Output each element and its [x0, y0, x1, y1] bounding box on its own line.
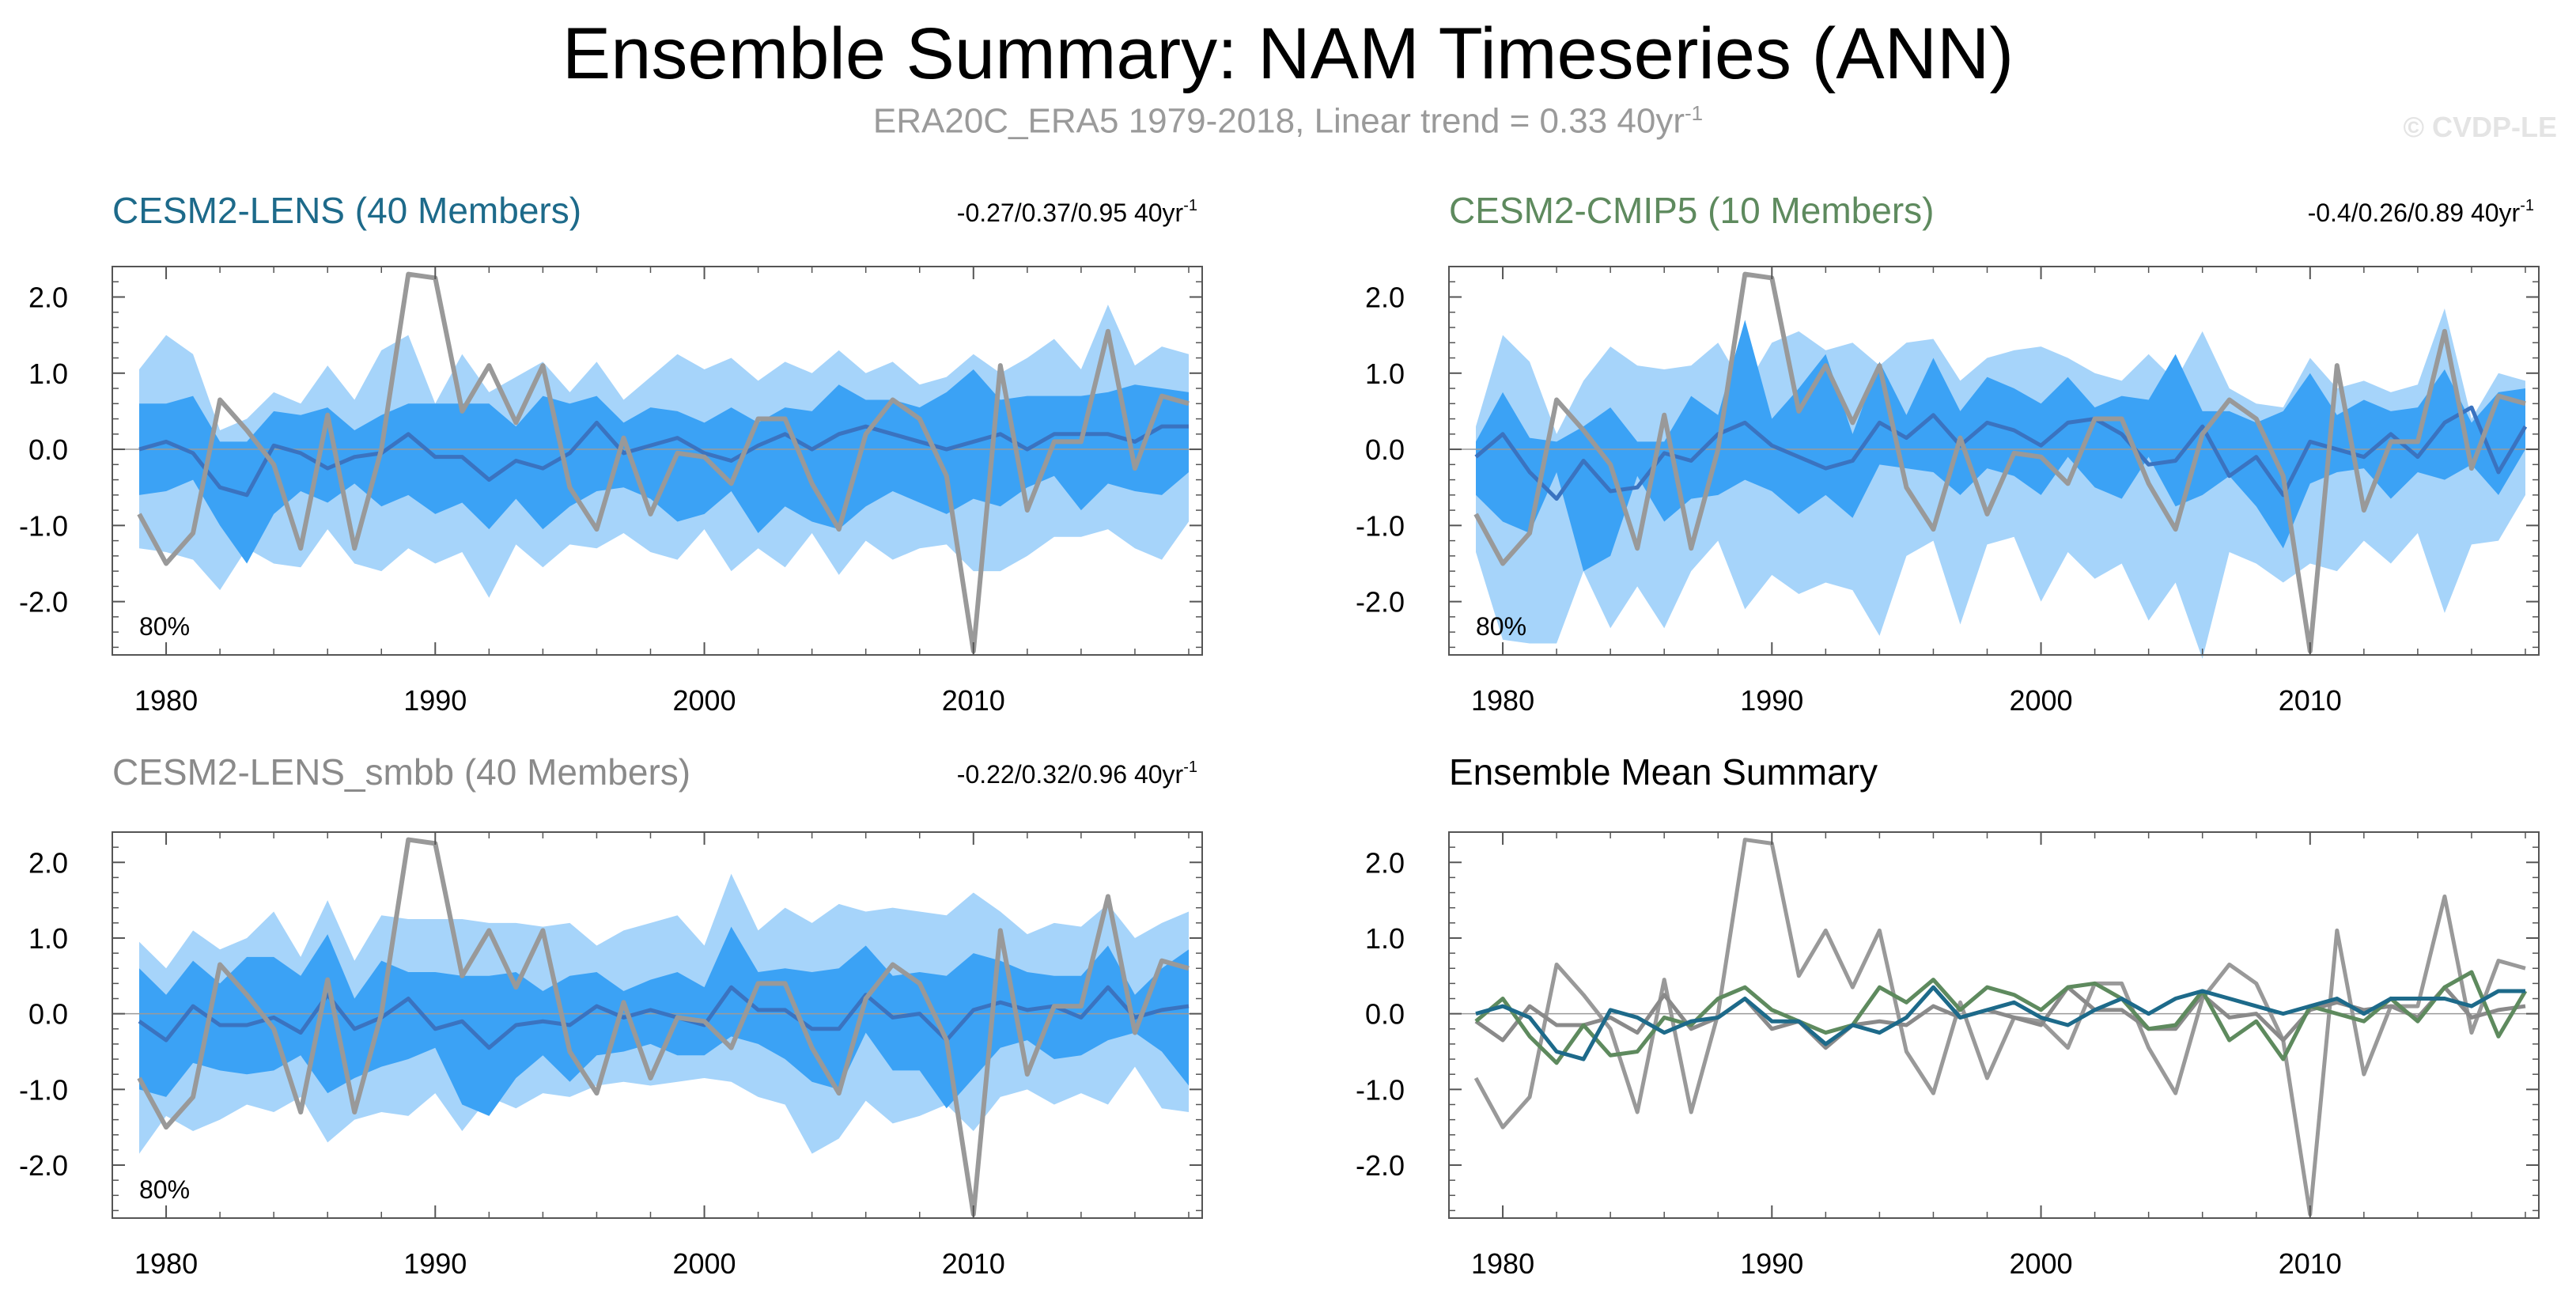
y-tick-label: 0.0	[28, 433, 68, 466]
trend-stats-superscript: -1	[2520, 197, 2534, 214]
trend-stats-text: -0.27/0.37/0.95 40yr	[957, 199, 1184, 227]
panel-trend-stats: -0.4/0.26/0.89 40yr-1	[2308, 197, 2534, 227]
percentile-label: 80%	[139, 1175, 190, 1204]
x-tick-label: 1980	[1471, 1247, 1534, 1280]
y-tick-label: 1.0	[1365, 358, 1405, 390]
y-tick-label: -2.0	[1356, 1149, 1405, 1182]
x-tick-label: 2010	[2279, 684, 2342, 717]
y-tick-label: 1.0	[28, 358, 68, 390]
x-tick-label: 2010	[942, 684, 1005, 717]
subtitle-text: ERA20C_ERA5 1979-2018, Linear trend = 0.…	[872, 101, 1685, 141]
x-tick-label: 1990	[1740, 1247, 1803, 1280]
x-tick-label: 1980	[1471, 684, 1534, 717]
y-tick-label: 1.0	[1365, 922, 1405, 955]
y-tick-label: -1.0	[19, 1073, 68, 1106]
y-tick-label: -2.0	[19, 1149, 68, 1182]
panel-trend-stats: -0.22/0.32/0.96 40yr-1	[957, 759, 1197, 789]
trend-stats-superscript: -1	[1183, 759, 1197, 776]
y-tick-label: -1.0	[1356, 1073, 1405, 1106]
observations-line	[137, 837, 1190, 1217]
x-tick-label: 1990	[403, 684, 467, 717]
y-tick-label: 0.0	[28, 998, 68, 1031]
y-tick-label: 1.0	[28, 922, 68, 955]
x-tick-label: 1990	[403, 1247, 467, 1280]
y-tick-label: 0.0	[1365, 998, 1405, 1031]
series-line-cesm2-lens	[1475, 985, 2525, 1061]
observations-line	[1473, 271, 2526, 654]
percentile-label: 80%	[139, 612, 190, 641]
y-tick-label: 0.0	[1365, 433, 1405, 466]
percentile-label: 80%	[1476, 612, 1526, 641]
x-tick-label: 1980	[134, 684, 198, 717]
watermark: © CVDP-LE	[2403, 111, 2557, 143]
panel-title: CESM2-LENS_smbb (40 Members)	[112, 751, 690, 793]
subtitle-superscript: -1	[1685, 101, 1704, 125]
y-tick-label: -1.0	[1356, 509, 1405, 542]
panel-title: CESM2-LENS (40 Members)	[112, 190, 581, 231]
x-tick-label: 2010	[2279, 1247, 2342, 1280]
trend-stats-text: -0.22/0.32/0.96 40yr	[957, 760, 1184, 789]
percentile-band-inner	[139, 369, 1189, 564]
y-tick-label: 2.0	[28, 282, 68, 314]
observations-line	[137, 271, 1190, 654]
x-tick-label: 2000	[2009, 684, 2072, 717]
panel-trend-stats: -0.27/0.37/0.95 40yr-1	[957, 197, 1197, 227]
plot-frame	[112, 266, 1203, 656]
series-line-observations	[1473, 838, 2526, 1217]
page-title: Ensemble Summary: NAM Timeseries (ANN)	[562, 13, 2014, 94]
percentile-band-inner	[1476, 320, 2525, 572]
trend-stats-text: -0.4/0.26/0.89 40yr	[2308, 199, 2521, 227]
plot-frame	[1448, 831, 2540, 1219]
panel-title: Ensemble Mean Summary	[1449, 751, 1878, 793]
x-tick-label: 2000	[672, 1247, 736, 1280]
y-tick-label: 2.0	[1365, 282, 1405, 314]
percentile-band-inner	[139, 926, 1189, 1116]
x-tick-label: 1990	[1740, 684, 1803, 717]
x-tick-label: 1980	[134, 1247, 198, 1280]
page-subtitle: ERA20C_ERA5 1979-2018, Linear trend = 0.…	[0, 101, 2576, 142]
series-line-cesm2-cmip5	[1474, 970, 2528, 1065]
y-tick-label: -1.0	[19, 509, 68, 542]
plot-frame	[112, 831, 1203, 1219]
y-tick-label: 2.0	[1365, 846, 1405, 879]
panel-title: CESM2-CMIP5 (10 Members)	[1449, 190, 1934, 231]
y-tick-label: 2.0	[28, 846, 68, 879]
plot-frame	[1448, 266, 2540, 656]
x-tick-label: 2000	[672, 684, 736, 717]
x-tick-label: 2000	[2009, 1247, 2072, 1280]
y-tick-label: -2.0	[1356, 586, 1405, 619]
x-tick-label: 2010	[942, 1247, 1005, 1280]
y-tick-label: -2.0	[19, 586, 68, 619]
trend-stats-superscript: -1	[1183, 197, 1197, 214]
